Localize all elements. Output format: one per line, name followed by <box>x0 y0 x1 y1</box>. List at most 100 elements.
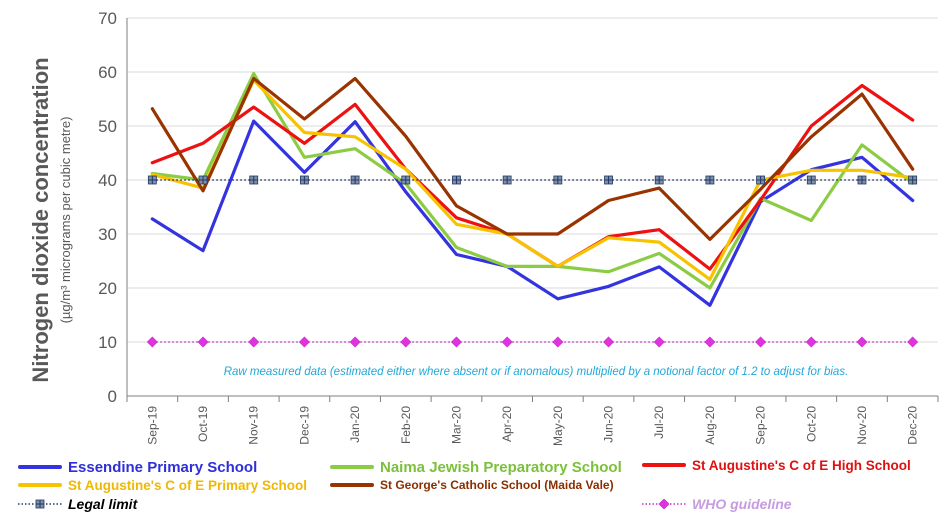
y-tick-label: 60 <box>98 63 117 82</box>
legend-item-who-guideline: WHO guideline <box>642 493 792 515</box>
legend-label: Essendine Primary School <box>68 458 258 476</box>
series-point-legal-limit <box>908 175 918 185</box>
series-point-st-augustine-s-c-of-e-high-school <box>759 199 762 201</box>
series-point-st-augustine-s-c-of-e-primary-school <box>861 169 863 172</box>
series-line-st-george-s-catholic-school-maida-vale <box>150 76 915 241</box>
legend-label: WHO guideline <box>692 496 792 512</box>
series-point-legal-limit <box>604 175 613 185</box>
series-point-who-guideline <box>653 336 665 348</box>
series-point-who-guideline <box>552 336 564 348</box>
series-point-essendine-primary-school <box>557 298 559 300</box>
series-point-st-augustine-s-c-of-e-primary-school <box>557 265 559 268</box>
legend-label: St Augustine's C of E High School <box>692 457 911 473</box>
series-point-naima-jewish-preparatory-school <box>709 287 711 289</box>
series-point-st-george-s-catholic-school-maida-vale <box>354 77 356 80</box>
series-point-who-guideline <box>704 336 716 348</box>
series-point-legal-limit <box>147 175 157 185</box>
x-tick-label: Dec-19 <box>297 406 311 445</box>
series-point-st-george-s-catholic-school-maida-vale <box>303 118 306 120</box>
series-point-who-guideline <box>248 336 260 348</box>
axes <box>126 18 939 402</box>
series-point-st-augustine-s-c-of-e-high-school <box>252 106 255 108</box>
legend-item-st-georges: St George's Catholic School (Maida Vale) <box>330 474 614 496</box>
series-point-who-guideline <box>298 336 310 348</box>
x-tick-label: May-20 <box>551 406 565 446</box>
series-point-who-guideline <box>146 336 158 348</box>
x-tick-label: Feb-20 <box>399 406 413 444</box>
y-tick-label: 20 <box>98 279 117 298</box>
series-point-legal-limit <box>198 175 208 185</box>
series-point-st-george-s-catholic-school-maida-vale <box>202 190 204 192</box>
series-point-who-guideline <box>501 336 513 348</box>
series-point-st-george-s-catholic-school-maida-vale <box>911 168 914 170</box>
x-tick-label: Apr-20 <box>500 406 514 442</box>
series-point-essendine-primary-school <box>354 120 356 123</box>
y-tick-label: 50 <box>98 117 117 136</box>
y-tick-label: 40 <box>98 171 117 190</box>
series-point-essendine-primary-school <box>709 304 711 307</box>
series-point-naima-jewish-preparatory-school <box>810 219 813 222</box>
chart-note: Raw measured data (estimated either wher… <box>224 366 849 378</box>
x-tick-label: Nov-20 <box>855 406 869 445</box>
series-point-legal-limit <box>452 175 461 185</box>
legend-swatch <box>330 465 374 469</box>
series-point-essendine-primary-school <box>151 218 154 220</box>
series-point-who-guideline <box>450 336 462 348</box>
y-tick-label: 10 <box>98 333 117 352</box>
x-tick-label: Aug-20 <box>703 406 717 445</box>
series-point-st-augustine-s-c-of-e-primary-school <box>709 278 711 281</box>
x-tick-label: Nov-19 <box>247 406 261 445</box>
series-point-naima-jewish-preparatory-school <box>607 271 610 273</box>
legend-item-essendine: Essendine Primary School <box>18 456 257 478</box>
series-point-st-george-s-catholic-school-maida-vale <box>658 187 661 189</box>
x-tick-label: Dec-20 <box>906 406 920 445</box>
y-tick-label: 0 <box>108 387 117 406</box>
series-point-st-george-s-catholic-school-maida-vale <box>151 107 154 110</box>
series-point-st-augustine-s-c-of-e-high-school <box>354 103 356 106</box>
series-point-legal-limit <box>806 175 816 185</box>
x-tick-label: Sep-20 <box>754 406 768 445</box>
series-point-st-augustine-s-c-of-e-high-school <box>911 119 914 121</box>
legend: Essendine Primary School Naima Jewish Pr… <box>0 452 950 524</box>
series-point-st-augustine-s-c-of-e-primary-school <box>151 173 154 176</box>
series-line-naima-jewish-preparatory-school <box>150 71 915 290</box>
series-point-essendine-primary-school <box>658 266 661 268</box>
y-tick-label: 70 <box>98 9 117 28</box>
series-point-st-george-s-catholic-school-maida-vale <box>455 205 458 207</box>
legend-label: St George's Catholic School (Maida Vale) <box>380 478 614 492</box>
series-point-essendine-primary-school <box>202 249 204 252</box>
series-point-st-george-s-catholic-school-maida-vale <box>607 199 610 202</box>
y-tick-labels: 0 10 20 30 40 50 60 70 <box>98 9 117 406</box>
series-point-naima-jewish-preparatory-school <box>861 144 863 146</box>
x-tick-label: Jun-20 <box>602 406 616 443</box>
series-point-essendine-primary-school <box>861 156 863 159</box>
series-point-st-augustine-s-c-of-e-primary-school <box>303 131 306 134</box>
series-point-st-george-s-catholic-school-maida-vale <box>759 188 762 190</box>
legend-label: St Augustine's C of E Primary School <box>68 477 307 493</box>
series-point-st-augustine-s-c-of-e-high-school <box>810 125 813 127</box>
series-point-st-augustine-s-c-of-e-high-school <box>151 161 154 164</box>
x-tick-label: Oct-19 <box>196 406 210 442</box>
series-point-naima-jewish-preparatory-school <box>354 147 356 150</box>
legend-item-naima: Naima Jewish Preparatory School <box>330 456 622 478</box>
legend-swatch <box>18 483 62 487</box>
y-axis-title: Nitrogen dioxide concentration <box>28 57 53 382</box>
legend-swatch <box>18 465 62 469</box>
series-point-st-george-s-catholic-school-maida-vale <box>861 93 863 95</box>
series-point-who-guideline <box>755 336 767 348</box>
series-point-essendine-primary-school <box>252 120 255 122</box>
series-point-who-guideline <box>349 336 361 348</box>
series-point-st-george-s-catholic-school-maida-vale <box>506 233 508 235</box>
series-point-naima-jewish-preparatory-school <box>303 156 306 159</box>
series-point-naima-jewish-preparatory-school <box>252 72 255 75</box>
series-point-legal-limit <box>300 175 309 185</box>
series-point-st-augustine-s-c-of-e-primary-school <box>455 223 458 226</box>
series-point-legal-limit <box>654 175 664 185</box>
series-point-who-guideline <box>400 336 412 348</box>
series-point-essendine-primary-school <box>404 191 407 193</box>
series-point-st-augustine-s-c-of-e-high-school <box>861 84 863 87</box>
series-point-st-george-s-catholic-school-maida-vale <box>709 238 711 241</box>
series-point-st-augustine-s-c-of-e-primary-school <box>354 136 356 138</box>
series-point-st-augustine-s-c-of-e-primary-school <box>607 236 610 239</box>
